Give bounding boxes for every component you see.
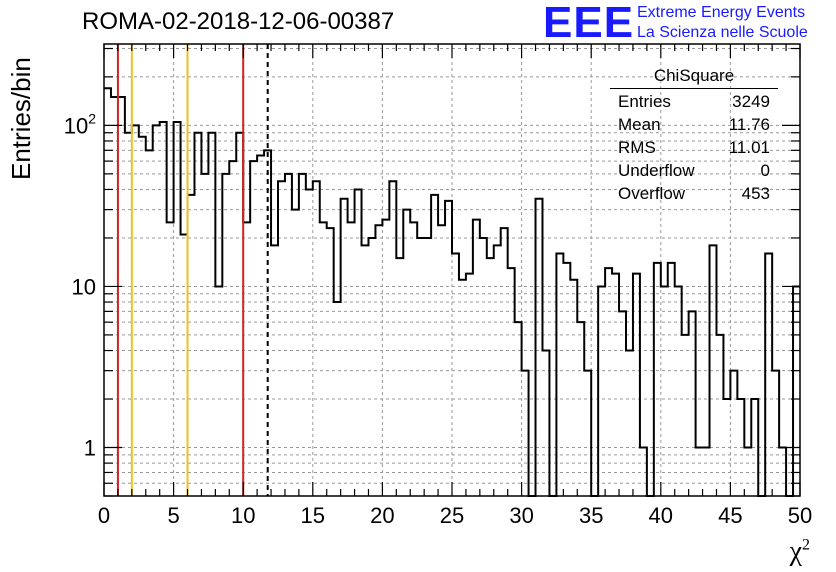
stats-row-rms: RMS 11.01 — [618, 138, 770, 157]
logo-line-1: Extreme Energy Events — [637, 4, 806, 21]
x-tick-label: 10 — [231, 503, 255, 528]
stats-row-underflow: Underflow 0 — [618, 161, 770, 180]
logo-line-2: La Scienza nelle Scuole — [637, 24, 808, 41]
x-tick-label: 50 — [788, 503, 812, 528]
stats-box: ChiSquare Entries 3249 Mean 11.76 RMS 11.01… — [610, 66, 778, 205]
x-tick-label: 20 — [370, 503, 394, 528]
chart-title: ROMA-02-2018-12-06-00387 — [82, 8, 395, 35]
x-tick-label: 30 — [509, 503, 533, 528]
x-tick-label: 35 — [579, 503, 603, 528]
x-tick-label: 5 — [167, 503, 179, 528]
stats-row-overflow: Overflow 453 — [618, 184, 770, 203]
x-axis-label: χ2 — [789, 536, 810, 567]
stats-row-mean: Mean 11.76 — [618, 115, 770, 134]
x-tick-label: 15 — [301, 503, 325, 528]
stats-row-entries: Entries 3249 — [618, 92, 770, 111]
y-tick-label: 102 — [64, 110, 96, 138]
eee-logo: EEE — [543, 0, 635, 47]
x-tick-label: 45 — [718, 503, 742, 528]
x-tick-label: 25 — [440, 503, 464, 528]
y-tick-label: 10 — [72, 274, 96, 299]
x-tick-label: 0 — [98, 503, 110, 528]
x-tick-label: 40 — [649, 503, 673, 528]
stats-box-title: ChiSquare — [610, 66, 778, 89]
y-axis-label: Entries/bin — [6, 57, 36, 180]
y-tick-label: 1 — [84, 436, 96, 461]
histogram-series — [104, 87, 800, 497]
